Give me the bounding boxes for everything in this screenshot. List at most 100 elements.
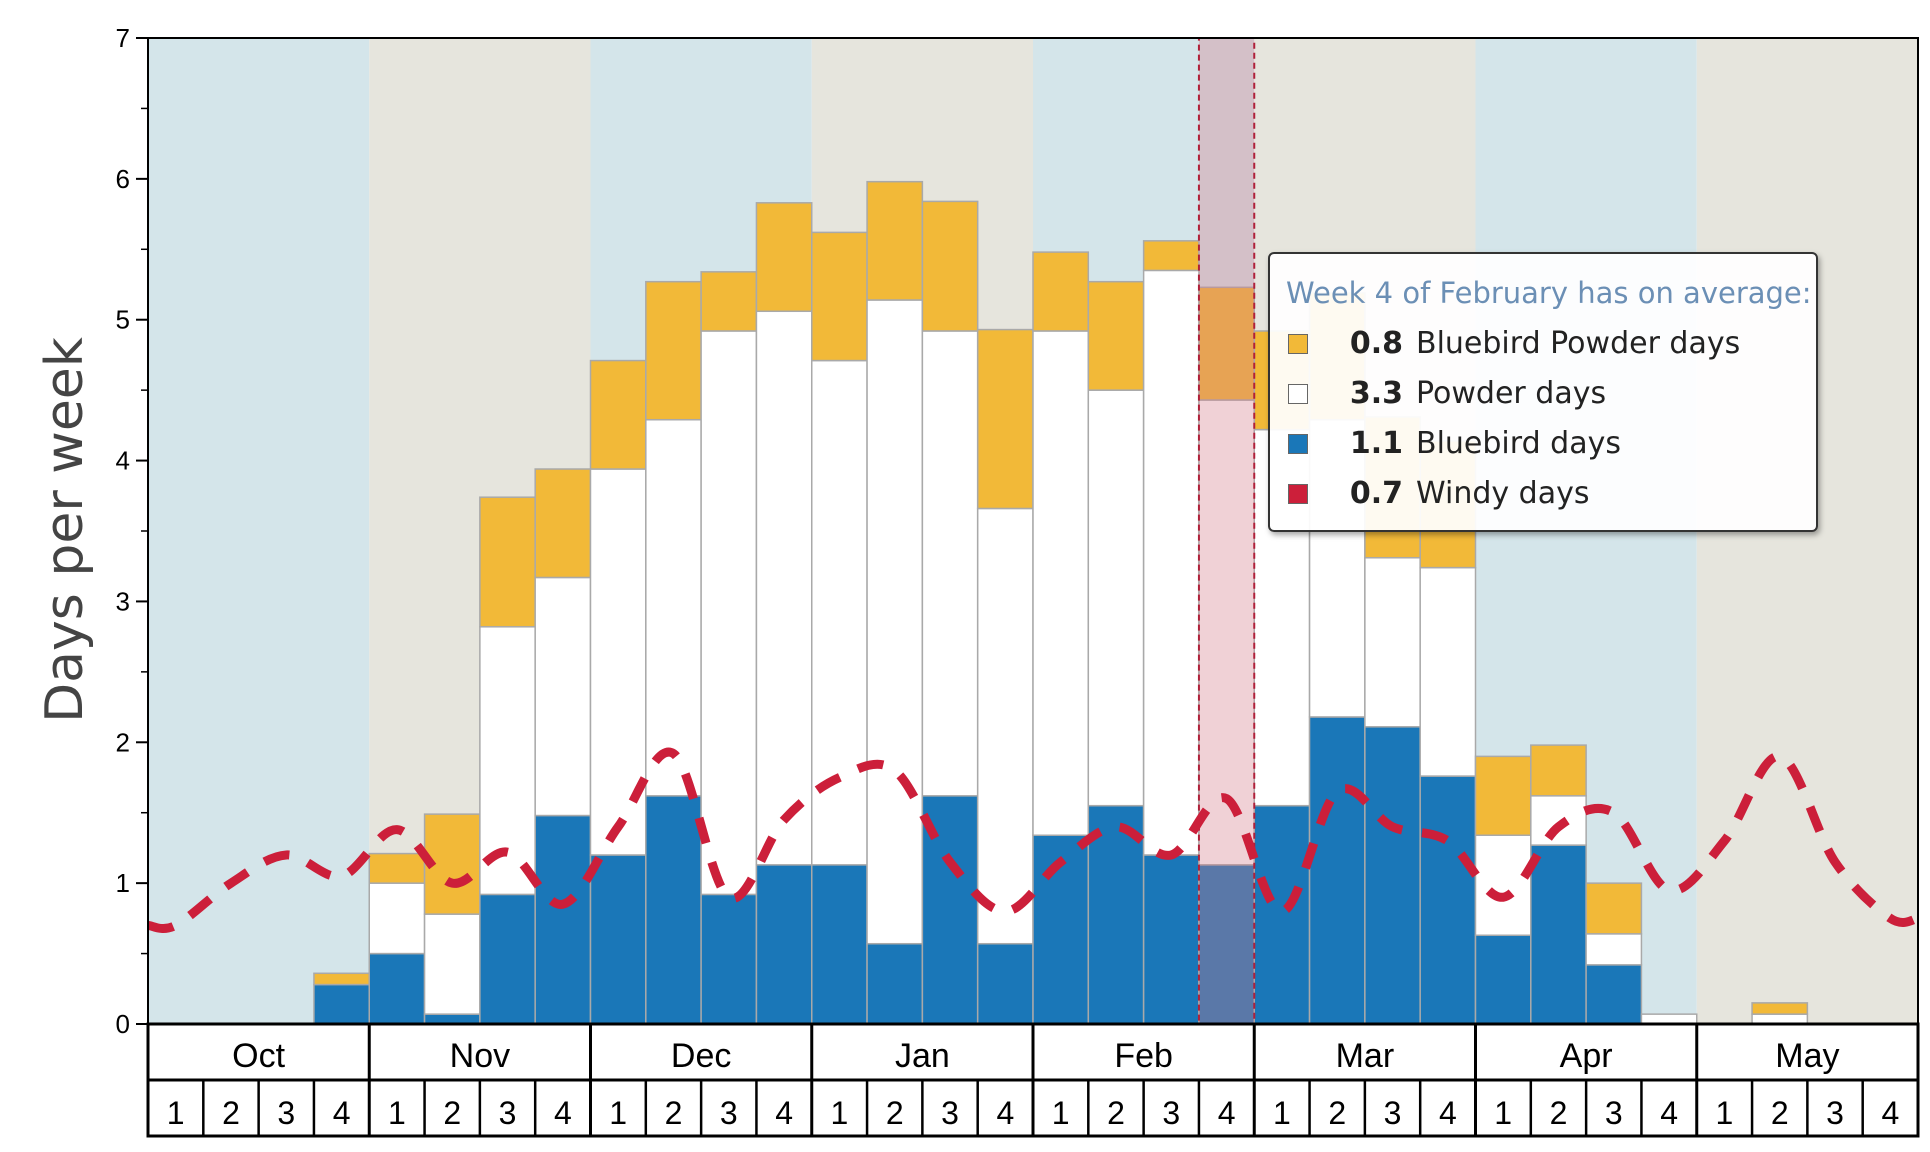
bar-bluebird-powder-12[interactable]	[811, 231, 868, 362]
powder-swatch-icon	[1288, 384, 1308, 404]
week-label: 3	[720, 1095, 738, 1131]
bar-bluebird-6[interactable]	[479, 893, 536, 1025]
bar-bluebird-powder-8[interactable]	[589, 359, 647, 470]
month-label-apr: Apr	[1560, 1037, 1613, 1075]
bar-bluebird-powder-3[interactable]	[313, 972, 370, 986]
bar-powder-18[interactable]	[1142, 269, 1200, 856]
tooltip-value: 1.1	[1349, 426, 1403, 461]
bar-bluebird-powder-9[interactable]	[645, 280, 702, 421]
week-label: 2	[222, 1095, 240, 1131]
bar-bluebird-9[interactable]	[645, 795, 702, 1025]
bar-powder-7[interactable]	[534, 576, 592, 817]
bar-bluebird-powder-7[interactable]	[534, 468, 592, 579]
bar-powder-25[interactable]	[1530, 795, 1587, 846]
week-label: 4	[996, 1095, 1014, 1131]
week-label: 3	[499, 1095, 517, 1131]
x-axis-table: Oct 1 2 3 4 Nov 1 2 3 4 Dec 1 2 3 4 Jan 1 2 3 4 Feb 1 2 3 4 Mar 1 2…	[146, 1022, 1920, 1138]
week-label: 1	[1052, 1095, 1070, 1131]
y-tick-label: 4	[116, 446, 130, 476]
week-label: 4	[1439, 1095, 1457, 1131]
week-label: 1	[1716, 1095, 1734, 1131]
bar-powder-26[interactable]	[1585, 933, 1643, 966]
bar-bluebird-20[interactable]	[1253, 804, 1311, 1025]
bar-bluebird-powder-25[interactable]	[1530, 744, 1587, 797]
bar-bluebird-powder-14[interactable]	[921, 200, 979, 332]
y-axis-label: Days per week	[35, 337, 95, 723]
bar-powder-11[interactable]	[755, 310, 813, 866]
week-label: 2	[1771, 1095, 1789, 1131]
week-label: 2	[1550, 1095, 1568, 1131]
tooltip-row-powder: 3.3 Powder days	[1288, 376, 1808, 416]
week-label: 1	[1273, 1095, 1291, 1131]
tooltip-value: 0.8	[1349, 326, 1403, 361]
bars[interactable]	[313, 180, 1809, 1025]
tooltip-value: 0.7	[1349, 476, 1403, 511]
bar-bluebird-powder-13[interactable]	[866, 180, 924, 301]
bar-powder-10[interactable]	[700, 330, 758, 896]
week-label: 3	[1826, 1095, 1844, 1131]
bar-bluebird-26[interactable]	[1585, 964, 1643, 1025]
week-label: 1	[388, 1095, 406, 1131]
bar-bluebird-22[interactable]	[1364, 726, 1421, 1025]
bar-bluebird-powder-19[interactable]	[1198, 286, 1255, 401]
bar-bluebird-powder-16[interactable]	[1032, 251, 1090, 332]
bar-bluebird-powder-10[interactable]	[700, 271, 758, 332]
month-label-oct: Oct	[232, 1037, 285, 1075]
bar-bluebird-powder-11[interactable]	[755, 202, 813, 313]
bar-powder-24[interactable]	[1474, 834, 1532, 937]
bar-bluebird-4[interactable]	[368, 952, 426, 1025]
bar-bluebird-powder-15[interactable]	[976, 328, 1034, 510]
bar-bluebird-10[interactable]	[700, 893, 758, 1025]
bar-bluebird-3[interactable]	[313, 983, 370, 1025]
bar-powder-16[interactable]	[1032, 330, 1090, 837]
bar-powder-5[interactable]	[423, 913, 481, 1015]
bar-bluebird-powder-17[interactable]	[1087, 280, 1145, 391]
bar-bluebird-powder-6[interactable]	[479, 496, 536, 628]
bar-bluebird-powder-24[interactable]	[1474, 755, 1532, 837]
bar-bluebird-13[interactable]	[866, 942, 924, 1025]
week-label: 1	[1494, 1095, 1512, 1131]
bar-bluebird-17[interactable]	[1087, 804, 1145, 1025]
bar-powder-17[interactable]	[1087, 389, 1145, 807]
windy-swatch-icon	[1288, 484, 1308, 504]
week-label: 1	[609, 1095, 627, 1131]
month-label-mar: Mar	[1336, 1037, 1395, 1075]
bar-bluebird-12[interactable]	[811, 864, 868, 1025]
bar-bluebird-11[interactable]	[755, 864, 813, 1025]
week-label: 2	[1107, 1095, 1125, 1131]
bar-bluebird-8[interactable]	[589, 854, 647, 1025]
week-label: 4	[1881, 1095, 1899, 1131]
week-label: 3	[1605, 1095, 1623, 1131]
week-label: 3	[941, 1095, 959, 1131]
tooltip-row-windy: 0.7 Windy days	[1288, 476, 1808, 516]
bar-bluebird-powder-4[interactable]	[368, 852, 426, 884]
week-label: 4	[333, 1095, 351, 1131]
bar-bluebird-21[interactable]	[1308, 716, 1366, 1025]
bar-powder-23[interactable]	[1419, 566, 1477, 777]
bar-bluebird-23[interactable]	[1419, 775, 1477, 1025]
bar-powder-19[interactable]	[1198, 399, 1255, 866]
bar-powder-13[interactable]	[866, 299, 924, 945]
bar-bluebird-25[interactable]	[1530, 844, 1587, 1025]
bar-bluebird-24[interactable]	[1474, 934, 1532, 1025]
bar-bluebird-powder-26[interactable]	[1585, 882, 1643, 935]
bar-bluebird-powder-29[interactable]	[1751, 1002, 1809, 1015]
bar-bluebird-powder-18[interactable]	[1142, 240, 1200, 272]
tooltip-row-bluebird-powder: 0.8 Bluebird Powder days	[1288, 326, 1808, 366]
y-tick-label: 5	[116, 305, 130, 335]
week-label: 1	[831, 1095, 849, 1131]
y-tick-label: 1	[116, 868, 130, 898]
week-label: 4	[775, 1095, 793, 1131]
bar-powder-14[interactable]	[921, 330, 979, 797]
bar-powder-4[interactable]	[368, 882, 426, 955]
bar-powder-9[interactable]	[645, 418, 702, 797]
y-tick-label: 7	[116, 23, 130, 53]
bar-bluebird-18[interactable]	[1142, 854, 1200, 1025]
axes: 0 1 2 3 4 5 6 7	[116, 23, 1919, 1039]
bar-powder-22[interactable]	[1364, 557, 1421, 728]
highlight-rect	[1197, 37, 1256, 1025]
tooltip-label: Windy days	[1416, 476, 1590, 511]
bar-bluebird-15[interactable]	[976, 942, 1034, 1025]
bar-powder-15[interactable]	[976, 507, 1034, 945]
bar-bluebird-7[interactable]	[534, 814, 592, 1025]
